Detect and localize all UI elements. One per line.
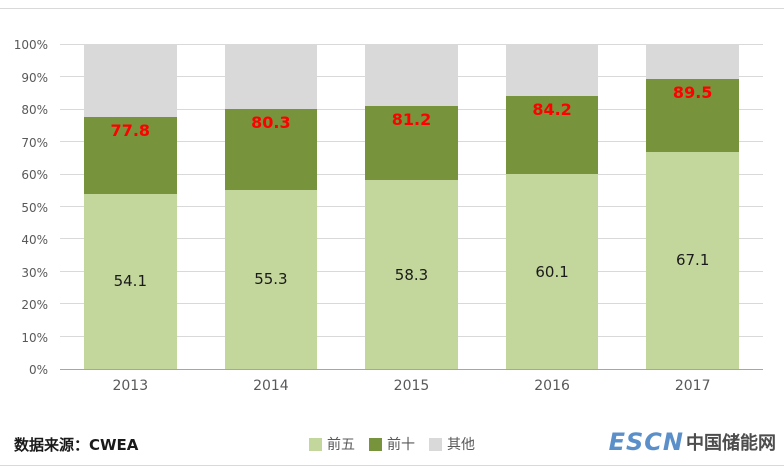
value-label: 80.3 <box>251 112 291 132</box>
value-label: 77.8 <box>110 120 151 140</box>
stacked-bar-2013: 77.8 54.1 <box>83 45 177 369</box>
gridline <box>60 44 763 45</box>
escn-logo: ESCN 中国储能网 <box>609 428 776 456</box>
value-label: 54.1 <box>113 272 147 291</box>
segment-其他-2016 <box>505 45 599 97</box>
y-tick-label: 0% <box>28 363 48 377</box>
y-tick-label: 10% <box>21 330 48 345</box>
value-label: 67.1 <box>675 251 710 270</box>
stacked-bar-2016: 84.2 60.1 <box>505 45 599 369</box>
segment-前十-2017: 89.5 <box>646 79 740 152</box>
stacked-bar-2014: 80.3 55.3 <box>224 45 318 369</box>
logo-escn-text: ESCN <box>608 428 684 456</box>
y-tick-label: 100% <box>13 38 48 52</box>
y-tick-label: 20% <box>21 298 48 312</box>
x-tick-label: 2014 <box>253 378 289 394</box>
value-label: 81.2 <box>391 109 432 129</box>
y-tick-label: 80% <box>21 103 48 117</box>
bottom-band: 数据来源：CWEA 前五 前十 其他 ESCN 中国储能网 <box>0 426 784 460</box>
legend: 前五 前十 其他 <box>309 434 475 454</box>
bottom-divider <box>0 465 784 466</box>
segment-前十-2013: 77.8 <box>83 116 177 194</box>
value-label: 55.3 <box>254 270 288 289</box>
data-source-label: 数据来源：CWEA <box>14 436 139 454</box>
x-tick-label: 2017 <box>674 378 711 394</box>
logo-site-name: 中国储能网 <box>686 433 776 454</box>
segment-前十-2014: 80.3 <box>224 108 318 190</box>
segment-前五-2017: 67.1 <box>646 151 740 369</box>
value-label: 60.1 <box>535 262 569 281</box>
x-axis: 2013 2014 2015 2016 2017 <box>60 378 763 394</box>
plot-area: 77.8 54.1 80.3 55.3 81.2 58.3 84.2 60.1 89.5 67.1 <box>60 44 763 370</box>
value-label: 84.2 <box>532 100 572 120</box>
segment-前五-2015: 58.3 <box>365 180 458 369</box>
segment-前五-2013: 54.1 <box>83 193 177 369</box>
segment-其他-2014 <box>224 45 318 109</box>
y-tick-label: 40% <box>21 233 48 247</box>
segment-前五-2016: 60.1 <box>505 174 599 369</box>
legend-swatch <box>369 437 382 451</box>
bar-slot: 81.2 58.3 <box>341 45 482 369</box>
bar-slot: 77.8 54.1 <box>60 45 201 369</box>
top-divider <box>0 8 784 9</box>
legend-label: 其他 <box>447 437 475 453</box>
y-tick-label: 70% <box>21 135 48 150</box>
y-tick-label: 90% <box>21 70 48 85</box>
x-tick-label: 2013 <box>112 378 149 394</box>
legend-item-其他: 其他 <box>429 434 475 454</box>
segment-前十-2016: 84.2 <box>505 96 599 175</box>
y-tick-label: 60% <box>21 168 48 182</box>
segment-其他-2013 <box>83 45 177 117</box>
stacked-bar-2017: 89.5 67.1 <box>646 45 740 369</box>
legend-label: 前十 <box>387 437 415 453</box>
x-tick-label: 2016 <box>534 378 570 394</box>
legend-swatch <box>309 437 322 451</box>
y-tick-label: 30% <box>21 265 48 280</box>
bars: 77.8 54.1 80.3 55.3 81.2 58.3 84.2 60.1 89.5 67.1 <box>60 45 763 369</box>
legend-item-前十: 前十 <box>369 434 415 454</box>
bar-slot: 80.3 55.3 <box>201 45 342 369</box>
segment-前十-2015: 81.2 <box>365 105 458 181</box>
legend-swatch <box>429 437 442 451</box>
value-label: 89.5 <box>672 83 713 103</box>
segment-其他-2015 <box>365 45 458 106</box>
segment-其他-2017 <box>646 45 740 80</box>
legend-label: 前五 <box>327 437 355 453</box>
bar-slot: 89.5 67.1 <box>622 45 763 369</box>
value-label: 58.3 <box>394 265 429 284</box>
segment-前五-2014: 55.3 <box>224 189 318 369</box>
bar-slot: 84.2 60.1 <box>482 45 623 369</box>
stacked-bar-2015: 81.2 58.3 <box>365 45 458 369</box>
y-axis: 0% 10% 20% 30% 40% 50% 60% 70% 80% 90% 100% <box>0 38 52 377</box>
x-tick-label: 2015 <box>393 378 430 394</box>
y-tick-label: 50% <box>21 200 48 215</box>
legend-item-前五: 前五 <box>309 434 355 454</box>
